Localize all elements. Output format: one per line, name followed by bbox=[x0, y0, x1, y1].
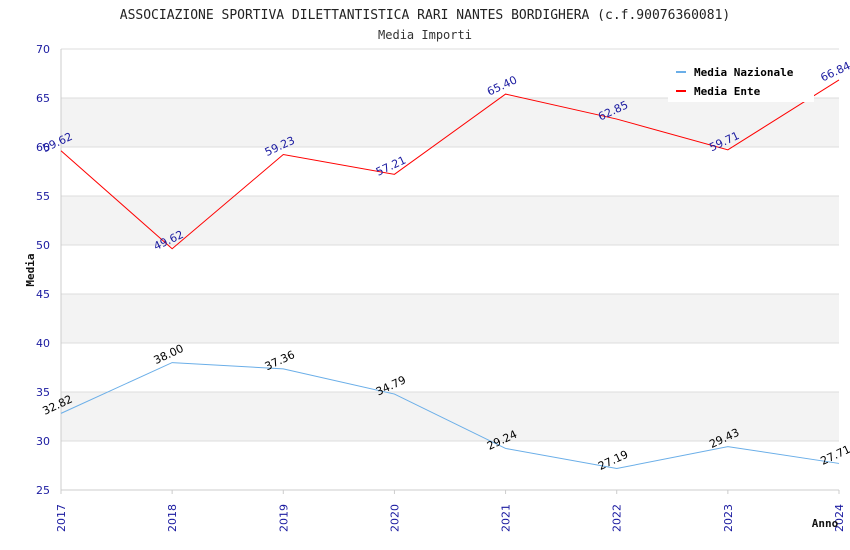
y-tick-label: 70 bbox=[36, 43, 50, 56]
y-tick-label: 45 bbox=[36, 288, 50, 301]
data-label: 59.62 bbox=[40, 130, 74, 155]
x-axis-ticks: 2017 2018 2019 2020 2021 2022 2023 2024 bbox=[55, 490, 846, 532]
y-tick-label: 60 bbox=[36, 141, 50, 154]
legend-label: Media Nazionale bbox=[694, 66, 794, 79]
legend: Media Nazionale Media Ente bbox=[668, 60, 814, 102]
data-label: 66.84 bbox=[818, 59, 850, 84]
data-label: 27.71 bbox=[818, 443, 850, 468]
grid-bands bbox=[61, 98, 839, 441]
legend-label: Media Ente bbox=[694, 85, 761, 98]
y-tick-label: 65 bbox=[36, 92, 50, 105]
x-tick-label: 2017 bbox=[55, 504, 68, 532]
grid-band bbox=[61, 196, 839, 245]
x-tick-label: 2018 bbox=[166, 504, 179, 532]
legend-box bbox=[668, 60, 814, 102]
y-tick-label: 40 bbox=[36, 337, 50, 350]
axes bbox=[60, 49, 839, 491]
x-axis-label: Anno bbox=[812, 517, 839, 530]
y-tick-label: 55 bbox=[36, 190, 50, 203]
y-tick-label: 50 bbox=[36, 239, 50, 252]
series-line bbox=[60, 362, 840, 470]
x-tick-label: 2022 bbox=[611, 504, 624, 532]
data-label: 65.40 bbox=[485, 73, 519, 98]
y-tick-label: 25 bbox=[36, 484, 50, 497]
grid-band bbox=[61, 392, 839, 441]
grid-band bbox=[61, 98, 839, 147]
y-axis-ticks: 25 30 35 40 45 50 55 60 65 70 bbox=[36, 43, 50, 497]
x-tick-label: 2020 bbox=[388, 504, 401, 532]
y-tick-label: 30 bbox=[36, 435, 50, 448]
x-tick-label: 2021 bbox=[500, 504, 513, 532]
x-tick-label: 2023 bbox=[722, 504, 735, 532]
data-label: 37.36 bbox=[263, 348, 297, 373]
x-tick-label: 2019 bbox=[277, 504, 290, 532]
chart-title: ASSOCIAZIONE SPORTIVA DILETTANTISTICA RA… bbox=[120, 8, 730, 23]
data-label: 27.19 bbox=[596, 448, 630, 473]
grid-band bbox=[61, 294, 839, 343]
data-label: 57.21 bbox=[374, 154, 408, 179]
x-tick-label: 2024 bbox=[833, 504, 846, 532]
y-axis-label: Media bbox=[24, 253, 37, 286]
series-line bbox=[60, 79, 840, 250]
y-tick-label: 35 bbox=[36, 386, 50, 399]
chart-subtitle: Media Importi bbox=[378, 28, 472, 42]
